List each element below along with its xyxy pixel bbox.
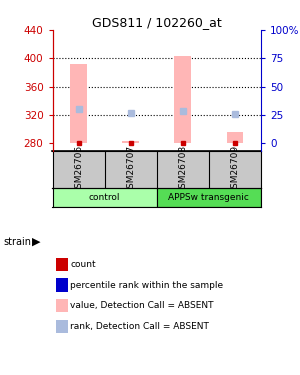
Bar: [70, 64, 87, 144]
Text: APPSw transgenic: APPSw transgenic: [168, 193, 249, 202]
Text: count: count: [70, 260, 96, 269]
Text: percentile rank within the sample: percentile rank within the sample: [70, 280, 224, 290]
Text: rank, Detection Call = ABSENT: rank, Detection Call = ABSENT: [70, 322, 209, 331]
Bar: [157, 188, 261, 207]
Bar: [122, 141, 139, 144]
Title: GDS811 / 102260_at: GDS811 / 102260_at: [92, 16, 222, 29]
Text: control: control: [89, 193, 120, 202]
Text: GSM26706: GSM26706: [74, 145, 83, 194]
Text: GSM26707: GSM26707: [126, 145, 135, 194]
Text: value, Detection Call = ABSENT: value, Detection Call = ABSENT: [70, 301, 214, 310]
Bar: [52, 188, 157, 207]
Bar: [226, 132, 243, 144]
Text: strain: strain: [3, 237, 31, 247]
Text: GSM26708: GSM26708: [178, 145, 187, 194]
Text: GSM26709: GSM26709: [230, 145, 239, 194]
Bar: [175, 56, 191, 144]
Text: ▶: ▶: [32, 237, 40, 247]
